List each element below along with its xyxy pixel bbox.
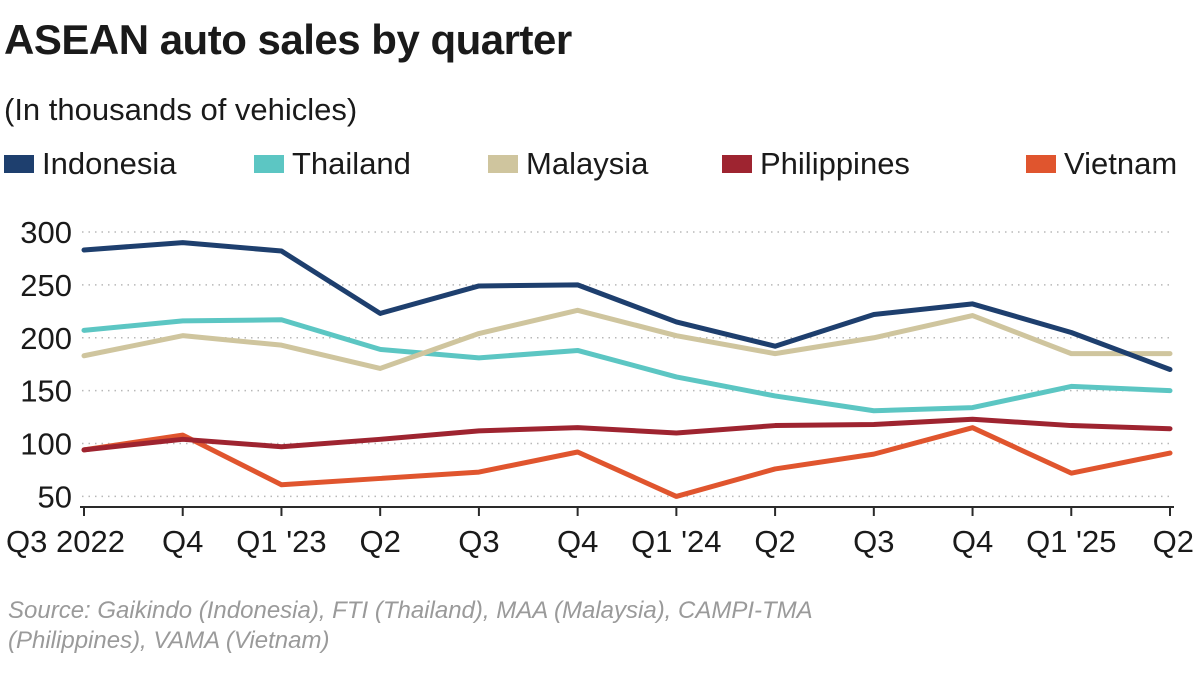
x-tick-label: Q4 (557, 524, 598, 559)
legend-swatch-indonesia (4, 155, 34, 173)
x-tick-label: Q3 (458, 524, 499, 559)
legend-label-philippines: Philippines (760, 146, 910, 181)
legend-item-thailand: Thailand (254, 146, 411, 182)
source-line-1: Source: Gaikindo (Indonesia), FTI (Thail… (8, 597, 813, 624)
x-tick-label: Q4 (952, 524, 993, 559)
series-line-vietnam (81, 425, 1173, 499)
x-tick-label: Q1 '23 (236, 524, 326, 559)
legend: Indonesia Thailand Malaysia Philippines … (0, 146, 1200, 186)
y-tick-label: 250 (20, 268, 72, 303)
series-line-thailand (81, 317, 1173, 414)
x-tick-label: Q2 (1153, 524, 1194, 559)
y-tick-label: 300 (20, 215, 72, 250)
y-tick-label: 100 (20, 427, 72, 462)
legend-label-vietnam: Vietnam (1064, 146, 1178, 181)
legend-item-vietnam: Vietnam (1026, 146, 1177, 182)
legend-swatch-thailand (254, 155, 284, 173)
legend-swatch-malaysia (488, 155, 518, 173)
legend-label-thailand: Thailand (292, 146, 411, 181)
series-line-philippines (81, 416, 1173, 453)
legend-item-malaysia: Malaysia (488, 146, 648, 182)
x-tick-label: Q2 (360, 524, 401, 559)
legend-item-philippines: Philippines (722, 146, 910, 182)
legend-label-malaysia: Malaysia (526, 146, 649, 181)
legend-swatch-vietnam (1026, 155, 1056, 173)
y-tick-label: 150 (20, 374, 72, 409)
series-line-malaysia (81, 307, 1173, 371)
x-tick-label: Q1 '25 (1026, 524, 1116, 559)
x-tick-label: Q2 (754, 524, 795, 559)
source-line-2: (Philippines), VAMA (Vietnam) (8, 627, 330, 654)
chart-subtitle: (In thousands of vehicles) (4, 92, 358, 127)
series-line-indonesia (81, 240, 1173, 372)
chart-title: ASEAN auto sales by quarter (4, 16, 572, 63)
y-tick-label: 50 (38, 479, 72, 514)
x-tick-label: Q3 2022 (6, 524, 125, 559)
source-note: Source: Gaikindo (Indonesia), FTI (Thail… (8, 596, 1188, 656)
y-tick-label: 200 (20, 321, 72, 356)
legend-label-indonesia: Indonesia (42, 146, 177, 181)
x-tick-label: Q3 (853, 524, 894, 559)
legend-swatch-philippines (722, 155, 752, 173)
x-tick-label: Q4 (162, 524, 203, 559)
x-tick-label: Q1 '24 (631, 524, 721, 559)
legend-item-indonesia: Indonesia (4, 146, 176, 182)
